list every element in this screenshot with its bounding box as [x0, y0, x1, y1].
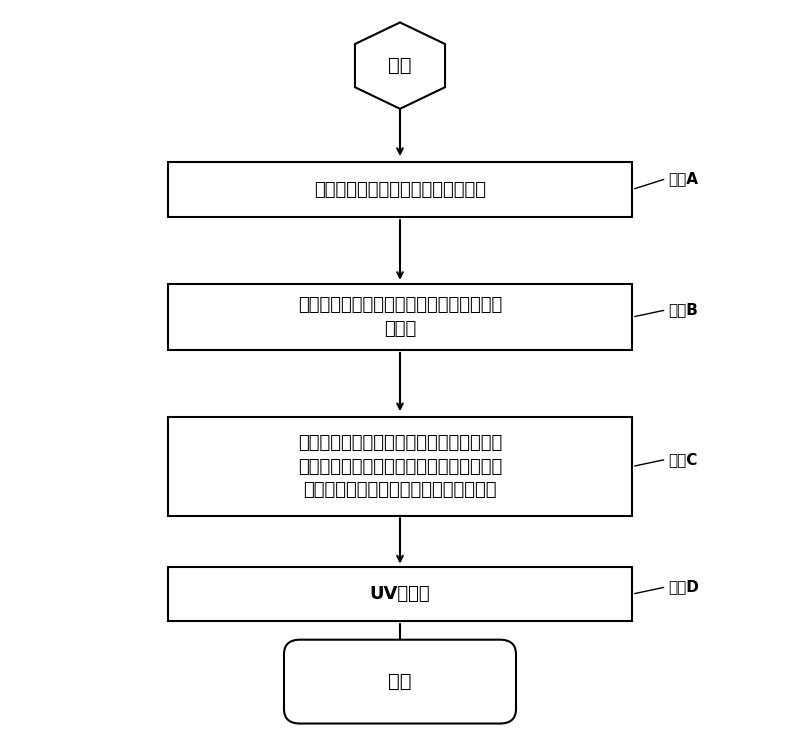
Text: 利用具有预定图案的掩模对所述光刻胶层进
行曝光: 利用具有预定图案的掩模对所述光刻胶层进 行曝光	[298, 296, 502, 338]
FancyBboxPatch shape	[284, 640, 516, 723]
Text: 在衬底上涂覆光刻胶，形成光刻胶层: 在衬底上涂覆光刻胶，形成光刻胶层	[314, 181, 486, 198]
FancyBboxPatch shape	[168, 567, 632, 621]
Text: 结束: 结束	[388, 672, 412, 691]
Text: 步骤B: 步骤B	[668, 303, 698, 317]
Text: 步骤C: 步骤C	[668, 452, 698, 467]
Text: UV光照射: UV光照射	[370, 585, 430, 603]
Text: 步骤A: 步骤A	[668, 171, 698, 186]
Text: 利用显影剂对经过上述处理后的光刻胶层进
行显影时间，控制显影时间、显影温度和显
影剂的浓度，得到预设角度的接触孔孔壁: 利用显影剂对经过上述处理后的光刻胶层进 行显影时间，控制显影时间、显影温度和显 …	[298, 434, 502, 499]
Text: 开始: 开始	[388, 56, 412, 75]
FancyBboxPatch shape	[168, 284, 632, 350]
Polygon shape	[355, 23, 445, 109]
Text: 步骤D: 步骤D	[668, 580, 699, 594]
FancyBboxPatch shape	[168, 163, 632, 217]
FancyBboxPatch shape	[168, 417, 632, 516]
